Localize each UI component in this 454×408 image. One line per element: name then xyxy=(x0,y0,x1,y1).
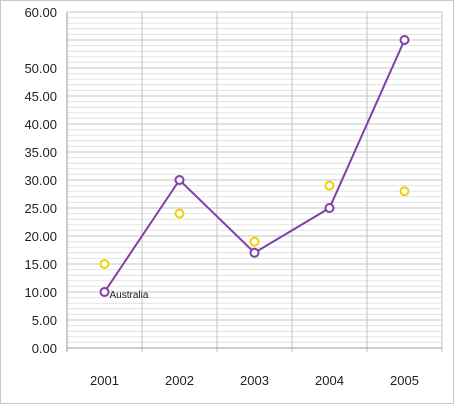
data-point[interactable] xyxy=(99,287,110,297)
x-tick-label: 2001 xyxy=(90,373,119,388)
y-tick-label: 15.00 xyxy=(24,257,57,272)
data-point[interactable] xyxy=(399,35,410,45)
y-tick-label: 35.00 xyxy=(24,145,57,160)
data-point[interactable] xyxy=(99,259,110,269)
y-tick-label: 40.00 xyxy=(24,117,57,132)
data-point[interactable] xyxy=(174,175,185,185)
y-tick-label: 30.00 xyxy=(24,173,57,188)
y-tick-label: 20.00 xyxy=(24,229,57,244)
y-tick-label: 50.00 xyxy=(24,61,57,76)
y-tick-label: 60.00 xyxy=(24,5,57,20)
x-tick-label: 2005 xyxy=(390,373,419,388)
x-tick-label: 2003 xyxy=(240,373,269,388)
data-point[interactable] xyxy=(324,180,335,191)
data-point[interactable] xyxy=(399,186,410,197)
y-tick-label: 25.00 xyxy=(24,201,57,216)
data-point[interactable] xyxy=(249,236,260,247)
data-point[interactable] xyxy=(249,247,260,258)
axis-layer: 0.00 5.00 10.00 15.00 20.00 25.00 30.00 35.00 40… xyxy=(24,5,442,388)
data-point[interactable] xyxy=(174,208,185,219)
y-tick-label: 45.00 xyxy=(24,89,57,104)
series-layer xyxy=(99,35,410,297)
label-layer: Australia xyxy=(110,290,149,301)
x-tick-label: 2004 xyxy=(315,373,344,388)
y-tick-label: 0.00 xyxy=(32,341,57,356)
x-tick-label: 2002 xyxy=(165,373,194,388)
y-tick-label: 5.00 xyxy=(32,313,57,328)
data-point[interactable] xyxy=(324,203,335,213)
y-tick-label: 10.00 xyxy=(24,285,57,300)
grid-layer xyxy=(67,11,443,352)
data-point-label: Australia xyxy=(110,290,149,301)
